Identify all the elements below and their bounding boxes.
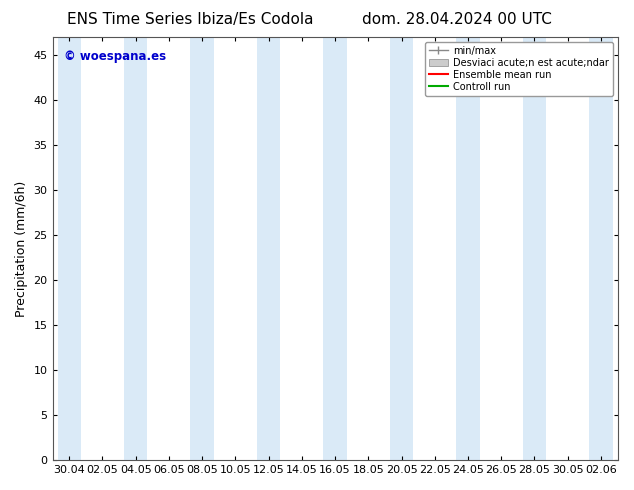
Y-axis label: Precipitation (mm/6h): Precipitation (mm/6h) (15, 180, 28, 317)
Text: dom. 28.04.2024 00 UTC: dom. 28.04.2024 00 UTC (361, 12, 552, 27)
Bar (323, 37, 347, 460)
Bar (390, 37, 413, 460)
Bar (257, 37, 280, 460)
Legend: min/max, Desviaci acute;n est acute;ndar, Ensemble mean run, Controll run: min/max, Desviaci acute;n est acute;ndar… (425, 42, 612, 96)
Bar (456, 37, 480, 460)
Bar (190, 37, 214, 460)
Text: © woespana.es: © woespana.es (64, 50, 166, 63)
Text: ENS Time Series Ibiza/Es Codola: ENS Time Series Ibiza/Es Codola (67, 12, 313, 27)
Bar (124, 37, 147, 460)
Bar (58, 37, 81, 460)
Bar (523, 37, 546, 460)
Bar (590, 37, 612, 460)
